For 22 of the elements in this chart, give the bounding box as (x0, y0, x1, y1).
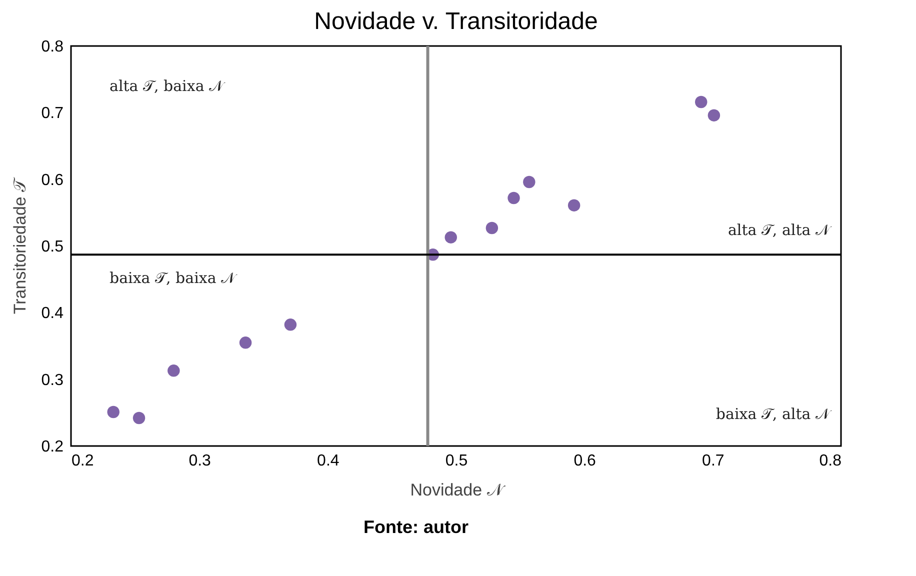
y-tick-label: 0.6 (41, 172, 64, 189)
annotation: baixa 𝒯, baixa 𝒩 (110, 269, 238, 287)
y-tick-label: 0.5 (41, 238, 64, 256)
annotation: alta 𝒯, alta 𝒩 (728, 221, 832, 239)
annotation: alta 𝒯, baixa 𝒩 (110, 77, 226, 95)
x-tick-label: 0.3 (188, 452, 212, 470)
y-tick-label: 0.7 (41, 105, 64, 122)
x-tick-label: 0.7 (702, 452, 724, 470)
y-tick-label: 0.2 (41, 438, 64, 456)
y-tick-label: 0.3 (41, 372, 64, 389)
x-tick-label: 0.4 (317, 452, 340, 470)
x-tick-label: 0.6 (574, 452, 596, 470)
annotation: baixa 𝒯, alta 𝒩 (716, 405, 832, 423)
chart-title: Novidade v. Transitoridade (314, 8, 598, 35)
x-tick-label: 0.2 (72, 452, 94, 470)
x-tick-label: 0.5 (445, 452, 468, 470)
x-tick-label: 0.8 (819, 452, 842, 470)
y-tick-label: 0.4 (41, 305, 64, 322)
x-axis-title: Novidade 𝒩 (410, 480, 506, 500)
source-note: Fonte: autor (364, 517, 468, 537)
y-axis-title: Transitoriedade 𝒯 (10, 176, 30, 314)
y-tick-label: 0.8 (41, 38, 64, 56)
